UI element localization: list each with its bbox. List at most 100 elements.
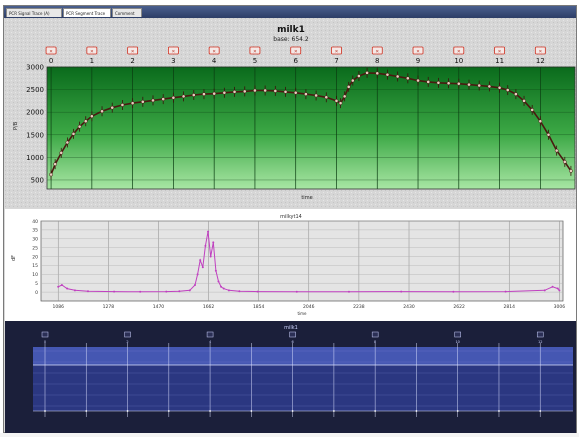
data-point	[191, 93, 196, 97]
segment-badge[interactable]: ×6	[290, 46, 302, 65]
tab-segment-trace[interactable]: PCR Segment Trace	[63, 8, 111, 17]
signal-title: milkyt14	[280, 214, 302, 220]
data-point	[89, 114, 94, 119]
segment-label: 11	[495, 57, 504, 65]
tab-signal-trace[interactable]: PCR Signal Trace (A)	[6, 8, 62, 17]
tab-comment[interactable]: Comment	[112, 8, 142, 17]
segment-title: milk1	[284, 325, 298, 331]
segment-badge[interactable]: ×2	[127, 46, 139, 65]
signal-point	[214, 269, 217, 272]
segment-badge[interactable]: 10	[454, 331, 461, 344]
data-point	[365, 71, 369, 75]
data-point	[130, 101, 135, 105]
data-point	[395, 74, 400, 79]
segment-label: 0	[49, 57, 53, 65]
segment-badge[interactable]: × 11	[494, 46, 505, 65]
x-tick-label: 2814	[504, 304, 516, 310]
signal-point	[217, 280, 220, 283]
signal-point	[452, 290, 455, 293]
data-point	[212, 91, 217, 96]
segment-label: 7	[334, 57, 338, 65]
data-point	[222, 90, 227, 95]
segment-chart: milk1 0 2 4 6 8 10 12	[5, 321, 576, 433]
segment-badge[interactable]: ×3	[167, 46, 179, 65]
data-point	[293, 90, 298, 95]
segment-badge[interactable]: ×4	[208, 46, 220, 65]
trace-chart: milk1 base: 654.2 ×0×1×2×3×4×5×6×7×8×9×1…	[5, 18, 576, 208]
data-point	[242, 89, 247, 94]
chart-subtitle: base: 654.2	[273, 36, 309, 43]
signal-point	[227, 289, 230, 292]
y-tick-label: 1000	[26, 154, 44, 162]
data-point	[83, 119, 88, 124]
segment-badge-icon: ×	[457, 48, 461, 54]
data-point	[416, 78, 420, 83]
data-point	[273, 89, 278, 93]
signal-point	[188, 289, 191, 292]
segment-point	[291, 410, 294, 412]
segment-point	[332, 410, 335, 412]
segment-badge[interactable]: 12	[536, 331, 544, 344]
data-point	[283, 90, 288, 94]
data-point	[342, 94, 347, 99]
chart-title: milk1	[277, 25, 305, 35]
data-point	[446, 81, 451, 86]
y-tick-label: 1500	[26, 131, 44, 139]
segment-point	[374, 410, 377, 412]
signal-point	[504, 290, 507, 293]
segment-badge[interactable]: ×7	[331, 46, 342, 65]
segment-badge[interactable]: ×8	[371, 46, 383, 65]
signal-point	[556, 287, 559, 290]
segment-label: 1	[90, 57, 94, 65]
signal-point	[295, 290, 298, 293]
data-point	[530, 108, 535, 112]
segment-badge-icon: ×	[49, 48, 53, 54]
signal-line	[57, 231, 560, 293]
segment-badge[interactable]: 2	[124, 331, 131, 344]
segment-badge[interactable]: × 12	[534, 46, 546, 65]
segment-label: 6	[292, 340, 294, 344]
segment-label: 0	[44, 340, 46, 344]
segment-label: 4	[212, 57, 217, 65]
app-window: PCR Signal Trace (A) PCR Segment Trace C…	[3, 5, 577, 433]
segment-badge[interactable]: ×9	[412, 46, 424, 65]
data-point	[314, 93, 318, 98]
data-point	[538, 119, 543, 124]
data-point	[53, 162, 58, 166]
data-point	[65, 140, 70, 145]
signal-point	[543, 289, 546, 292]
data-point	[324, 95, 329, 100]
y-axis-label: P/B	[13, 121, 19, 130]
segment-badge[interactable]: 0	[41, 331, 49, 344]
x-tick-label: 2238	[353, 304, 365, 310]
data-point	[385, 72, 390, 77]
segment-label: 12	[538, 340, 542, 344]
data-point	[77, 124, 82, 129]
segment-badge-icon: ×	[253, 48, 257, 54]
x-tick-label: 3006	[554, 304, 566, 310]
segment-badge-icon: ×	[375, 48, 379, 54]
signal-point	[165, 290, 168, 293]
data-point	[505, 88, 510, 92]
x-tick-label: 2046	[303, 304, 315, 310]
segment-point	[250, 410, 253, 412]
x-tick-label: 2622	[453, 304, 465, 310]
segment-label: 5	[253, 57, 257, 65]
segment-badge[interactable]: 4	[206, 331, 214, 344]
segment-label: 8	[375, 57, 379, 65]
signal-point	[66, 287, 69, 290]
data-point	[497, 85, 502, 90]
segment-badge[interactable]: ×1	[86, 46, 98, 65]
signal-point	[256, 290, 259, 293]
data-point	[456, 81, 461, 86]
segment-badge[interactable]: 8	[371, 331, 379, 344]
segment-badge[interactable]: × 10	[453, 46, 465, 65]
data-point	[554, 148, 559, 153]
data-point	[140, 99, 145, 104]
segment-badge[interactable]: 6	[289, 331, 296, 344]
segment-point	[456, 410, 459, 412]
segment-badge[interactable]: ×5	[249, 46, 261, 65]
y-tick-label: 30	[32, 237, 38, 243]
data-point	[304, 92, 308, 96]
segment-badge[interactable]: ×0	[45, 46, 57, 65]
